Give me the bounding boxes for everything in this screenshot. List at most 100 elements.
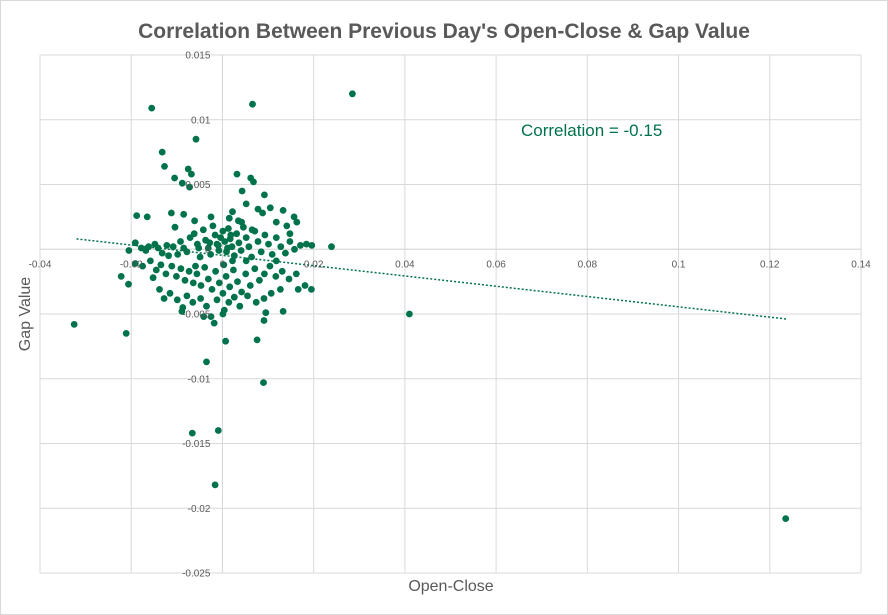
data-point bbox=[267, 289, 275, 297]
data-point bbox=[183, 292, 191, 300]
data-point bbox=[285, 275, 293, 283]
data-point bbox=[204, 244, 212, 252]
data-point bbox=[292, 270, 300, 278]
data-point bbox=[158, 249, 166, 257]
data-point bbox=[229, 208, 236, 216]
data-point bbox=[244, 292, 251, 300]
data-point bbox=[139, 262, 147, 270]
y-axis-title: Gap Value bbox=[17, 276, 34, 352]
data-point bbox=[242, 234, 250, 242]
data-point bbox=[286, 238, 294, 245]
data-point bbox=[213, 296, 221, 304]
data-point bbox=[277, 243, 285, 251]
data-point bbox=[196, 253, 204, 261]
data-point bbox=[192, 135, 200, 143]
data-point bbox=[212, 267, 220, 275]
grid-layer bbox=[39, 54, 862, 574]
y-tick-label: -0.025 bbox=[182, 569, 211, 580]
x-tick-label: 0.08 bbox=[578, 259, 598, 270]
data-point bbox=[125, 247, 133, 254]
data-point bbox=[133, 212, 141, 220]
data-point bbox=[181, 276, 189, 284]
x-tick-label: 0.14 bbox=[851, 259, 871, 270]
data-point bbox=[238, 218, 246, 226]
data-point bbox=[177, 238, 184, 245]
y-tick-label: 0.015 bbox=[185, 51, 210, 62]
data-point bbox=[246, 282, 254, 289]
data-point bbox=[189, 298, 197, 306]
data-point bbox=[154, 244, 162, 252]
data-point bbox=[192, 262, 199, 270]
data-point bbox=[253, 336, 261, 344]
data-point bbox=[286, 230, 294, 238]
data-point bbox=[233, 170, 241, 178]
data-point bbox=[268, 251, 276, 258]
data-point bbox=[219, 289, 227, 297]
data-point bbox=[207, 251, 215, 258]
x-tick-label: 0.04 bbox=[395, 259, 415, 270]
x-tick-label: 0.06 bbox=[486, 259, 506, 270]
data-point bbox=[261, 270, 268, 278]
data-point bbox=[226, 283, 234, 291]
data-point bbox=[178, 179, 186, 187]
data-point bbox=[261, 231, 269, 239]
data-point bbox=[206, 239, 214, 247]
y-tick-label: 0.01 bbox=[191, 115, 211, 126]
data-point bbox=[283, 222, 291, 230]
data-point bbox=[173, 273, 180, 280]
data-point bbox=[163, 242, 171, 249]
data-point bbox=[221, 238, 229, 245]
data-point bbox=[238, 288, 246, 296]
data-point bbox=[259, 209, 266, 217]
data-point bbox=[201, 264, 209, 271]
data-point bbox=[188, 429, 196, 437]
data-point bbox=[251, 265, 259, 273]
data-point bbox=[131, 260, 139, 267]
y-tick-label: -0.015 bbox=[182, 439, 211, 450]
data-point bbox=[260, 379, 267, 386]
data-point bbox=[149, 274, 157, 282]
chart-title: Correlation Between Previous Day's Open-… bbox=[138, 20, 750, 43]
data-point bbox=[262, 309, 270, 317]
data-point bbox=[207, 213, 215, 221]
data-point bbox=[193, 270, 201, 278]
y-tick-label: -0.01 bbox=[188, 374, 211, 385]
data-point bbox=[245, 243, 253, 251]
x-tick-label: 0.02 bbox=[304, 259, 324, 270]
trend-layer bbox=[76, 238, 789, 320]
data-point bbox=[260, 295, 268, 302]
data-point bbox=[279, 308, 287, 315]
x-tick-label: 0.1 bbox=[672, 259, 686, 270]
data-point bbox=[161, 163, 168, 170]
data-point bbox=[143, 213, 151, 221]
data-point bbox=[219, 310, 227, 318]
data-point bbox=[156, 286, 163, 293]
y-tick-label: -0.005 bbox=[182, 310, 211, 321]
data-point bbox=[191, 217, 199, 225]
data-point bbox=[266, 204, 274, 212]
data-point bbox=[219, 227, 227, 235]
data-point bbox=[238, 187, 246, 195]
data-point bbox=[204, 275, 212, 283]
data-point bbox=[230, 266, 237, 274]
y-tick-labels: 0.015 0.01 0.005 0 -0.005 -0.01 -0.015 -0.02 -0.… bbox=[182, 51, 211, 580]
data-point bbox=[70, 321, 78, 328]
data-point bbox=[199, 226, 207, 234]
data-point bbox=[184, 165, 192, 173]
data-point bbox=[248, 226, 256, 234]
data-point bbox=[235, 239, 243, 247]
data-point bbox=[197, 282, 205, 289]
data-point bbox=[308, 286, 315, 293]
data-point bbox=[200, 313, 208, 320]
data-point bbox=[168, 209, 175, 217]
data-point bbox=[277, 286, 284, 293]
data-point bbox=[157, 261, 165, 269]
x-tick-label: -0.02 bbox=[120, 259, 143, 270]
data-point bbox=[160, 295, 168, 302]
data-point bbox=[162, 270, 170, 278]
data-point bbox=[165, 252, 173, 260]
data-point bbox=[254, 238, 262, 245]
data-point bbox=[303, 240, 310, 248]
data-point bbox=[147, 257, 154, 265]
